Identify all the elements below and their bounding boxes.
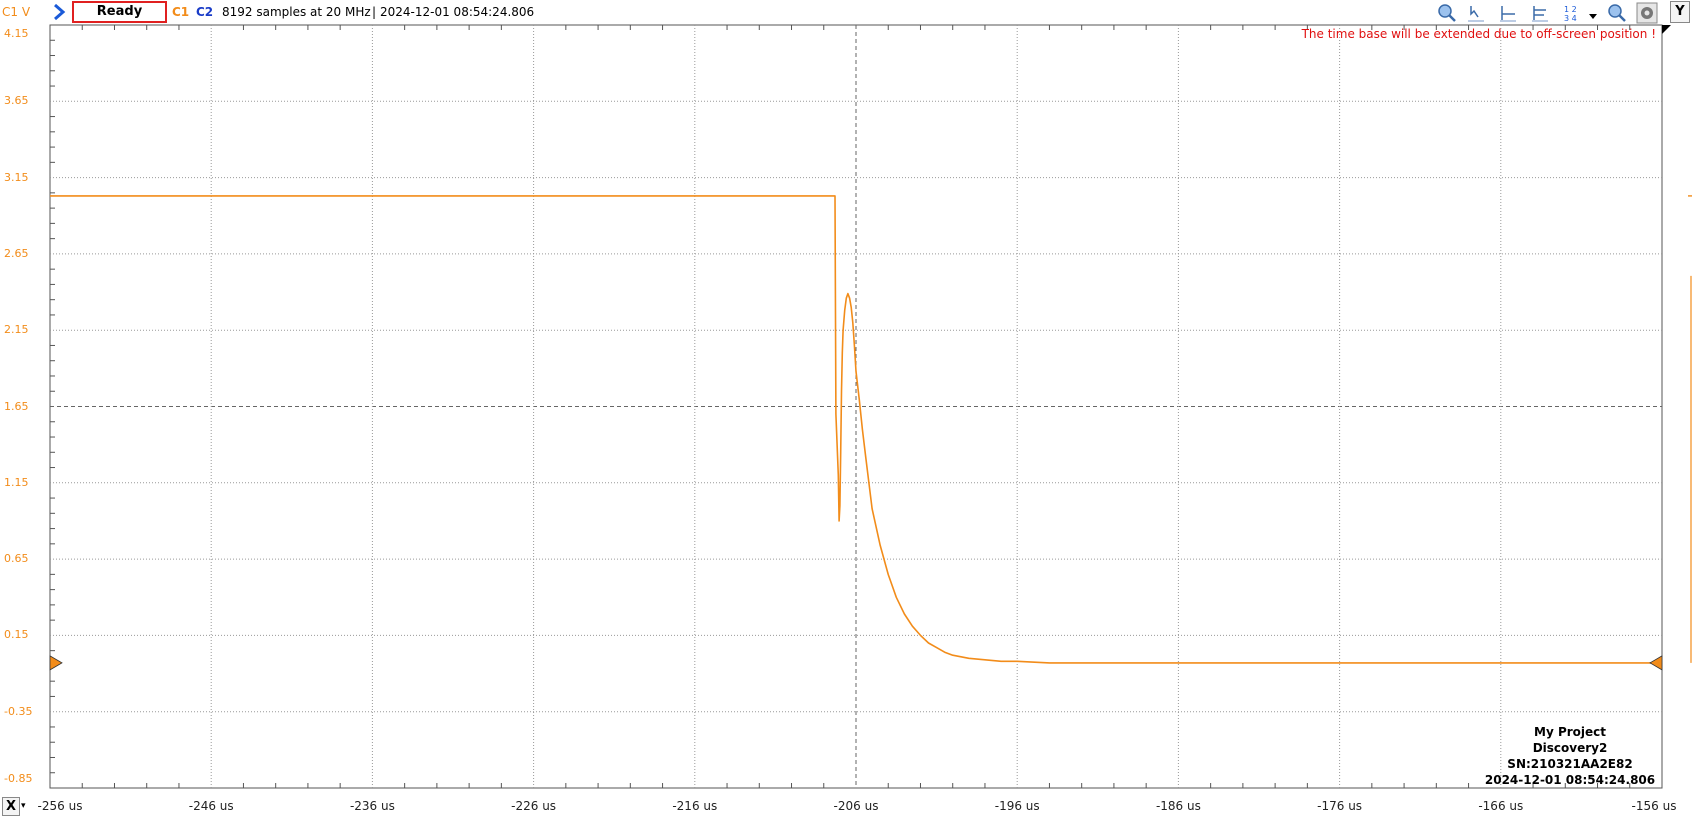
- run-arrow-icon[interactable]: [52, 3, 68, 21]
- x-tick-label: -236 us: [349, 799, 395, 813]
- x-tick-label: -256 us: [37, 799, 83, 813]
- x-tick-label: -226 us: [511, 799, 557, 813]
- cursor-arrow-icon[interactable]: [1465, 2, 1487, 24]
- toolbar: C1 V Ready C1 C2 8192 samples at 20 MHz …: [0, 0, 1692, 25]
- x-tick-label: -206 us: [833, 799, 879, 813]
- corner-marker: [1662, 25, 1671, 34]
- y-tick-label: 2.65: [4, 246, 29, 260]
- svg-text:1 2: 1 2: [1564, 5, 1577, 14]
- zoom-in-icon[interactable]: [1606, 2, 1628, 24]
- y-tick-label: -0.35: [4, 704, 33, 718]
- y-tick-label: -0.85: [4, 772, 33, 785]
- acquisition-timestamp: 2024-12-01 08:54:24.806: [380, 5, 535, 19]
- device-name: Discovery2: [1532, 741, 1608, 755]
- time-base-warning: The time base will be extended due to of…: [1301, 27, 1656, 41]
- x-tick-label: -156 us: [1631, 799, 1677, 813]
- x-tick-label: -196 us: [994, 799, 1040, 813]
- channel-unit-label: C1 V: [2, 5, 31, 19]
- info-timestamp: 2024-12-01 08:54:24.806: [1484, 773, 1656, 787]
- separator: |: [372, 5, 377, 19]
- channel-1-trace: [50, 195, 1662, 664]
- serial-number: SN:210321AA2E82: [1507, 757, 1633, 771]
- status-indicator: Ready: [72, 1, 167, 23]
- x-tick-label: -186 us: [1155, 799, 1201, 813]
- y-axis-button[interactable]: Y: [1670, 1, 1690, 23]
- y-tick-label: 1.15: [4, 475, 29, 489]
- device-info-panel: My Project Discovery2 SN:210321AA2E82 20…: [1480, 724, 1660, 788]
- zoom-icon[interactable]: [1436, 2, 1458, 24]
- project-name: My Project: [1534, 725, 1606, 739]
- channel-2-toggle[interactable]: C2: [196, 5, 214, 19]
- settings-icon[interactable]: [1636, 2, 1658, 24]
- y-tick-label: 1.65: [4, 399, 29, 413]
- x-tick-label: -216 us: [672, 799, 718, 813]
- x-tick-label: -246 us: [188, 799, 234, 813]
- y-tick-label: 0.65: [4, 552, 29, 566]
- y-tick-label: 3.15: [4, 170, 29, 184]
- y-tick-label: 2.15: [4, 323, 29, 337]
- cursor-delta-icon[interactable]: [1529, 2, 1551, 24]
- channel-1-offset-marker[interactable]: [49, 655, 63, 671]
- channel-1-toggle[interactable]: C1: [172, 5, 190, 19]
- y-tick-label: 4.15: [4, 27, 29, 40]
- x-axis-dropdown[interactable]: ▾: [21, 801, 26, 811]
- x-tick-label: -166 us: [1478, 799, 1524, 813]
- x-tick-label: -176 us: [1317, 799, 1363, 813]
- numbered-markers-icon[interactable]: 1 2 3 4: [1562, 2, 1584, 24]
- x-axis-button[interactable]: X: [2, 797, 20, 816]
- y-tick-label: 3.65: [4, 94, 29, 108]
- cursor-horizontal-icon[interactable]: [1497, 2, 1519, 24]
- y-tick-label: 0.15: [4, 628, 29, 642]
- sample-info: 8192 samples at 20 MHz: [222, 5, 371, 19]
- chevron-down-icon[interactable]: [1587, 2, 1599, 24]
- svg-text:3 4: 3 4: [1564, 14, 1577, 23]
- trigger-level-marker[interactable]: [1649, 655, 1663, 671]
